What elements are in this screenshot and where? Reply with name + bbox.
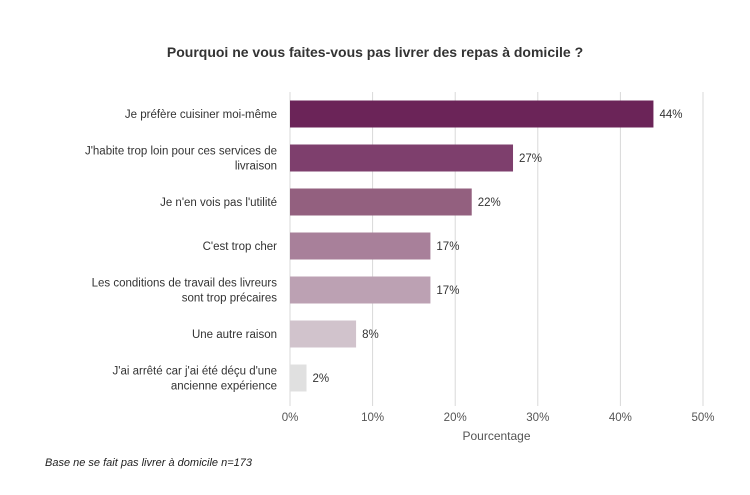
x-tick-label: 10% [361, 412, 384, 424]
category-label: Je préfère cuisiner moi-même [125, 109, 277, 121]
bar [290, 100, 654, 128]
x-tick-label: 0% [282, 412, 299, 424]
value-label: 22% [478, 197, 501, 209]
x-axis-title: Pourcentage [462, 429, 530, 443]
chart-title: Pourquoi ne vous faites-vous pas livrer … [166, 44, 584, 60]
x-tick-label: 50% [691, 412, 714, 424]
bar [290, 320, 357, 348]
bar [290, 276, 431, 304]
bar [290, 364, 307, 392]
value-label: 2% [313, 373, 330, 385]
footnote: Base ne se fait pas livrer à domicile n=… [45, 457, 252, 469]
category-label: Une autre raison [192, 329, 277, 341]
category-label: Les conditions de travail des livreurs [92, 278, 278, 290]
value-labels: 44% 27% 22% 17% 17% 8% 2% [313, 109, 683, 385]
category-label: J'ai arrêté car j'ai été déçu d'une [113, 366, 278, 378]
category-label: sont trop précaires [182, 293, 277, 305]
value-label: 17% [436, 241, 459, 253]
x-tick-label: 30% [526, 412, 549, 424]
category-labels: Je préfère cuisiner moi-même J'habite tro… [85, 109, 277, 393]
value-label: 44% [659, 109, 682, 121]
bar [290, 144, 514, 172]
value-label: 17% [436, 285, 459, 297]
value-label: 8% [362, 329, 379, 341]
bars [290, 100, 654, 392]
category-label: ancienne expérience [171, 381, 277, 393]
x-tick-labels: 0% 10% 20% 30% 40% 50% [282, 412, 715, 424]
x-tick-label: 40% [609, 412, 632, 424]
category-label: J'habite trop loin pour ces services de [85, 146, 277, 158]
bar [290, 188, 472, 216]
category-label: livraison [235, 161, 277, 173]
value-label: 27% [519, 153, 542, 165]
category-label: C'est trop cher [203, 241, 278, 253]
x-tick-label: 20% [444, 412, 467, 424]
bar [290, 232, 431, 260]
category-label: Je n'en vois pas l'utilité [160, 197, 277, 209]
